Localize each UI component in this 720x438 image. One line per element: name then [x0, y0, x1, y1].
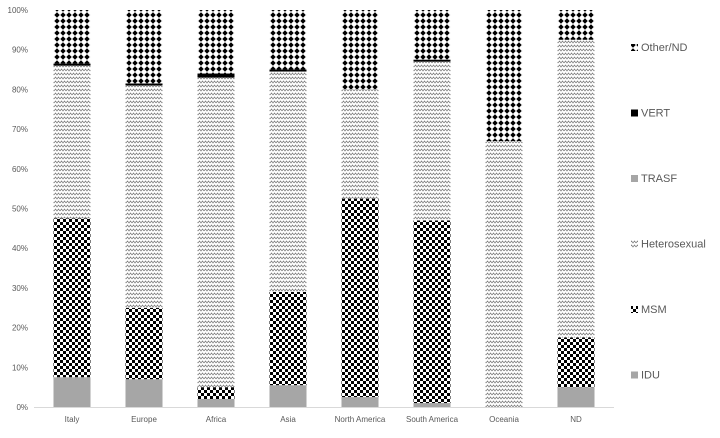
legend-label: MSM	[641, 304, 667, 316]
y-tick-label: 100%	[8, 6, 28, 15]
bar-segment-idu	[125, 379, 163, 407]
bar-segment-msm	[197, 387, 235, 400]
legend-label: Other/ND	[641, 42, 688, 54]
bar-segment-heterosexual	[197, 77, 235, 388]
legend-swatch	[631, 175, 638, 182]
plot-area	[53, 10, 595, 407]
y-tick-label: 60%	[12, 165, 28, 174]
bar-segment-msm	[341, 198, 379, 398]
bar-segment-vert	[269, 69, 307, 72]
y-tick-label: 90%	[12, 46, 28, 55]
y-tick-label: 80%	[12, 85, 28, 94]
legend-swatch	[631, 240, 638, 248]
bar-segment-other-nd	[53, 10, 91, 64]
bar-segment-msm	[269, 291, 307, 386]
bar-segment-idu	[341, 397, 379, 407]
legend-swatch	[631, 371, 638, 379]
bar-stack	[53, 10, 91, 407]
bar-stack	[197, 10, 235, 407]
legend-item-vert: VERT	[631, 108, 670, 120]
bar-segment-other-nd	[413, 10, 451, 60]
bar-segment-heterosexual	[557, 39, 595, 338]
bar-segment-other-nd	[125, 10, 163, 84]
bar-segment-heterosexual	[125, 85, 163, 308]
bar-segment-other-nd	[197, 10, 235, 74]
legend-label: Heterosexual	[641, 239, 706, 251]
bar-segment-other-nd	[269, 10, 307, 70]
bar-segment-vert	[197, 73, 235, 78]
y-tick-label: 10%	[12, 363, 28, 372]
bar-segment-vert	[53, 63, 91, 66]
legend-label: IDU	[641, 370, 660, 382]
bar-stack	[413, 10, 451, 407]
legend-label: TRASF	[641, 173, 677, 185]
bar-segment-heterosexual	[485, 141, 523, 407]
x-tick-label: Europe	[131, 415, 157, 424]
legend-item-other-nd: Other/ND	[631, 42, 688, 54]
bar-segment-heterosexual	[413, 61, 451, 221]
legend-swatch	[631, 306, 638, 313]
bar-segment-vert	[125, 83, 163, 86]
x-tick-label: Oceania	[489, 415, 519, 424]
bar-stack	[341, 10, 379, 407]
legend-item-idu: IDU	[631, 370, 660, 382]
bar-segment-msm	[557, 337, 595, 388]
bar-segment-idu	[197, 399, 235, 407]
bar-stack	[557, 10, 595, 407]
bar-segment-msm	[53, 218, 91, 378]
bar-segment-heterosexual	[53, 65, 91, 219]
y-tick-label: 0%	[16, 403, 28, 412]
bar-segment-other-nd	[341, 10, 379, 90]
legend: Other/ND VERT TRASF Heterosexual MSM IDU	[631, 42, 706, 382]
bar-segment-other-nd	[485, 10, 523, 142]
bar-segment-other-nd	[557, 10, 595, 40]
y-tick-label: 70%	[12, 125, 28, 134]
bar-segment-idu	[413, 403, 451, 407]
bar-segment-idu	[269, 385, 307, 407]
bar-segment-msm	[413, 220, 451, 404]
x-tick-label: North America	[335, 415, 386, 424]
bar-stack	[485, 10, 523, 407]
legend-swatch	[631, 109, 638, 117]
y-tick-label: 20%	[12, 324, 28, 333]
bar-segment-msm	[125, 307, 163, 380]
x-tick-label: South America	[406, 415, 459, 424]
x-tick-label: Asia	[280, 415, 296, 424]
x-tick-label: Africa	[206, 415, 227, 424]
y-tick-label: 30%	[12, 284, 28, 293]
x-tick-label: Italy	[65, 415, 80, 424]
bar-segment-heterosexual	[269, 71, 307, 292]
bar-segment-idu	[557, 387, 595, 407]
legend-swatch	[631, 44, 638, 51]
bar-stack	[269, 10, 307, 407]
legend-item-trasf: TRASF	[631, 173, 677, 185]
legend-label: VERT	[641, 108, 670, 120]
x-tick-label: ND	[570, 415, 582, 424]
bar-segment-vert	[413, 59, 451, 62]
legend-item-msm: MSM	[631, 304, 667, 316]
bar-stack	[125, 10, 163, 407]
legend-item-heterosexual: Heterosexual	[631, 239, 706, 251]
y-axis: 0% 10% 20% 30% 40% 50% 60% 70% 80% 90% 100%	[8, 6, 28, 412]
x-axis: Italy Europe Africa Asia North America South …	[34, 407, 614, 424]
y-tick-label: 40%	[12, 244, 28, 253]
y-tick-label: 50%	[12, 205, 28, 214]
bar-segment-heterosexual	[341, 89, 379, 199]
bar-segment-idu	[53, 377, 91, 407]
